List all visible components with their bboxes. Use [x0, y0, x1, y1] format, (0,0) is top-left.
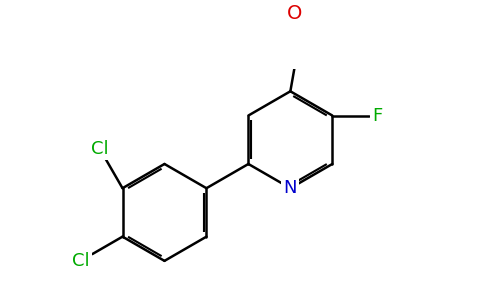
Text: Cl: Cl: [72, 252, 90, 270]
Text: O: O: [287, 4, 302, 22]
Text: F: F: [372, 106, 382, 124]
Text: Cl: Cl: [91, 140, 108, 158]
Text: N: N: [284, 179, 297, 197]
